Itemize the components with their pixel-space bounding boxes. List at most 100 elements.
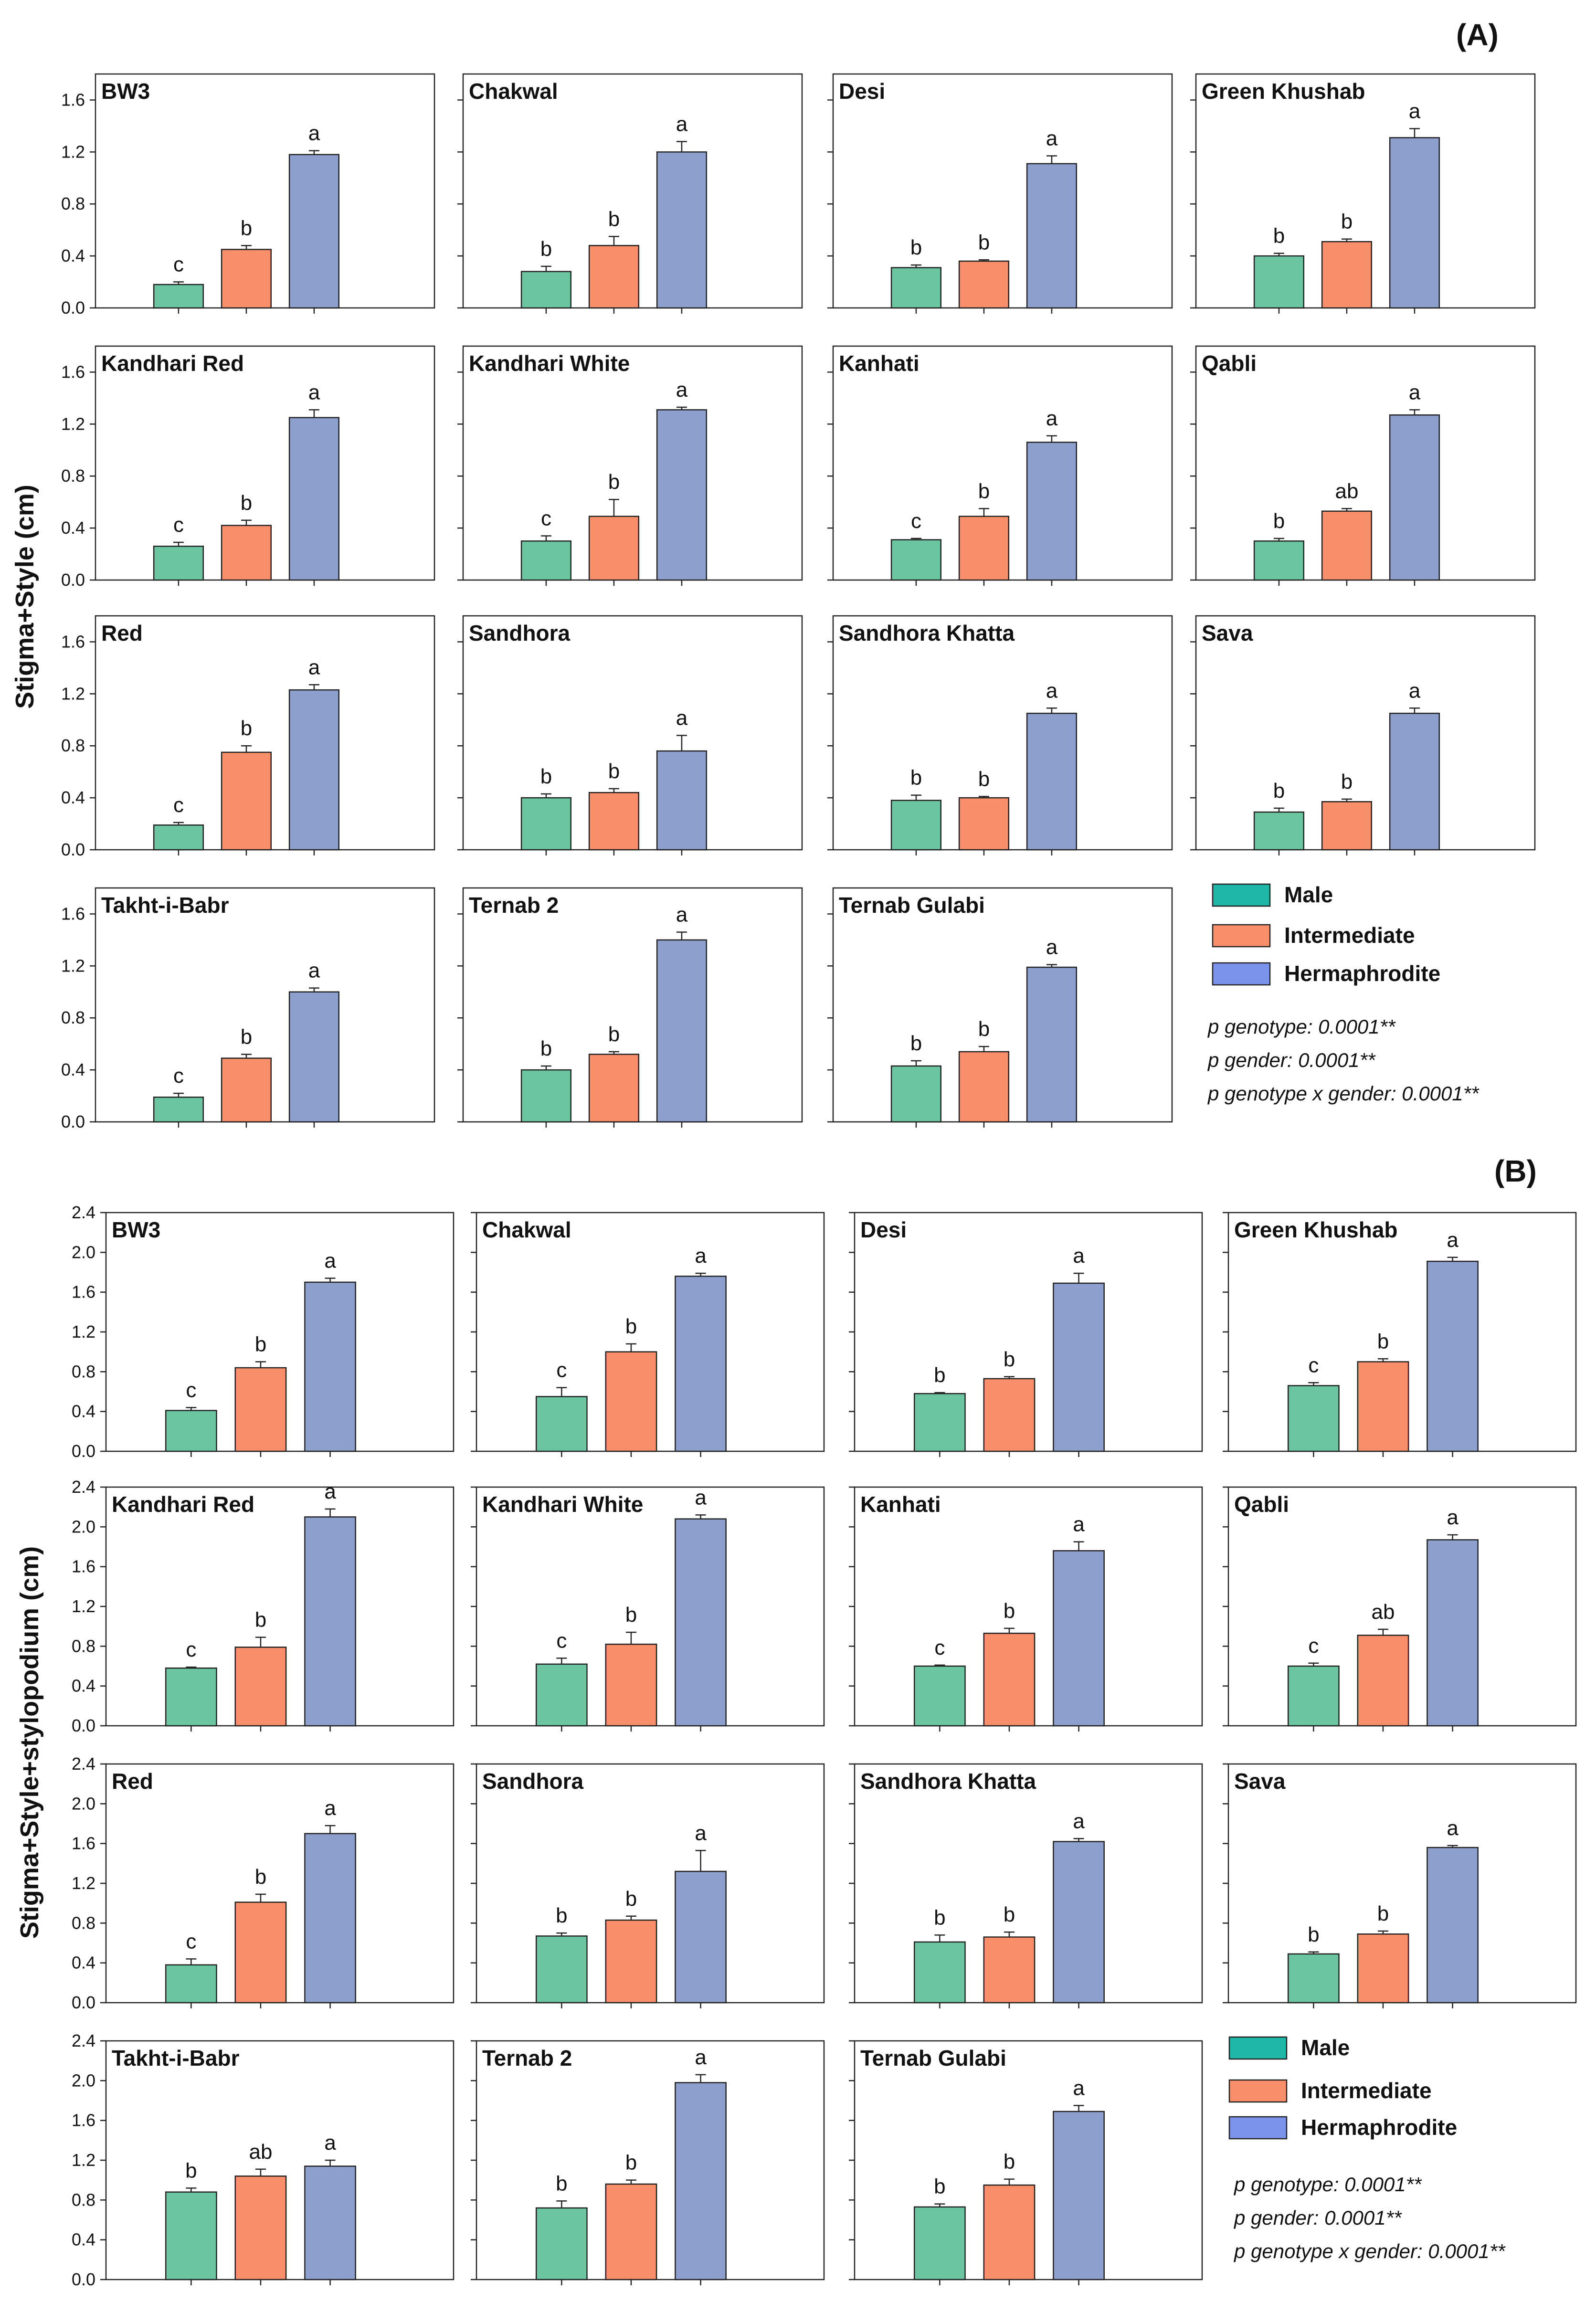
panel-sandhora-khatta: b b a Sandhora Khatta bbox=[827, 615, 1173, 855]
bar-male bbox=[913, 1393, 966, 1452]
bar-intermediate bbox=[958, 516, 1010, 581]
y-tick-label: 1.2 bbox=[72, 2150, 95, 2170]
bar-intermediate bbox=[1357, 1361, 1409, 1452]
y-tick-label: 1.2 bbox=[61, 414, 85, 433]
panel-frame bbox=[832, 887, 1173, 1123]
significance-letter: a bbox=[324, 1796, 336, 1820]
panel-title: Kandhari Red bbox=[101, 351, 244, 376]
y-tick-label: 0.8 bbox=[72, 1636, 95, 1656]
y-tick-label: 1.6 bbox=[72, 1557, 95, 1576]
bar-intermediate bbox=[983, 1378, 1036, 1452]
panel-kanhati: c b a Kanhati bbox=[827, 345, 1173, 586]
significance-letter: ab bbox=[1335, 479, 1358, 503]
bar-intermediate bbox=[1321, 241, 1373, 309]
significance-letter: b bbox=[1377, 1902, 1389, 1925]
significance-letter: b bbox=[185, 2159, 197, 2182]
bar-male bbox=[153, 284, 204, 309]
bar-intermediate bbox=[221, 525, 272, 581]
bar-male bbox=[153, 545, 204, 581]
significance-letter: b bbox=[625, 1603, 637, 1626]
y-tick-label: 0.0 bbox=[61, 298, 85, 317]
bar-hermaphrodite bbox=[1389, 712, 1440, 851]
significance-letter: b bbox=[241, 216, 252, 240]
significance-letter: b bbox=[1273, 779, 1285, 803]
bar-male bbox=[890, 267, 942, 309]
panel-kandhari-white: c b a Kandhari White bbox=[471, 1486, 825, 1732]
significance-letter: b bbox=[241, 491, 252, 515]
panel-qabli: b ab a Qabli bbox=[1190, 345, 1536, 586]
panel-sandhora-khatta: b b a Sandhora Khatta bbox=[849, 1763, 1203, 2008]
y-tick-label: 0.8 bbox=[61, 194, 85, 213]
significance-letter: a bbox=[1409, 99, 1421, 123]
y-tick-label: 0.8 bbox=[61, 466, 85, 486]
bar-hermaphrodite bbox=[1427, 1260, 1479, 1452]
panel-title: Red bbox=[112, 1769, 153, 1794]
bar-male bbox=[535, 1935, 588, 2004]
y-tick-label: 0.8 bbox=[72, 1362, 95, 1381]
panel-title: Qabli bbox=[1202, 351, 1257, 376]
significance-letter: b bbox=[625, 1315, 637, 1338]
significance-letter: ab bbox=[1371, 1600, 1395, 1624]
significance-letter: b bbox=[1308, 1923, 1319, 1946]
significance-letter: b bbox=[934, 1906, 945, 1929]
panel-kandhari-red: 0.0 0.4 0.8 1.2 1.6 2.0 2.4 c b a Kandhari Red bbox=[72, 1477, 454, 1735]
bar-hermaphrodite bbox=[1389, 414, 1440, 581]
bar-male bbox=[1287, 1953, 1340, 2004]
panel-ternab-gulabi: b b a Ternab Gulabi bbox=[849, 2040, 1203, 2285]
significance-letter: a bbox=[695, 2046, 707, 2069]
panel-title: Chakwal bbox=[482, 1217, 571, 1242]
y-tick-label: 2.4 bbox=[72, 1477, 95, 1497]
bar-hermaphrodite bbox=[1053, 1841, 1105, 2004]
significance-letter: c bbox=[173, 513, 184, 537]
panel-sandhora: b b a Sandhora bbox=[471, 1763, 825, 2008]
significance-letter: c bbox=[541, 507, 551, 530]
panel-title: Qabli bbox=[1234, 1492, 1289, 1517]
panel-title: Ternab Gulabi bbox=[860, 2046, 1006, 2070]
significance-letter: b bbox=[540, 765, 552, 788]
bar-hermaphrodite bbox=[1427, 1847, 1479, 2004]
bar-male bbox=[1253, 811, 1305, 851]
significance-letter: c bbox=[173, 1064, 184, 1088]
panel-title: Desi bbox=[839, 79, 885, 104]
panel-red: 0.0 0.4 0.8 1.2 1.6 c b a Red bbox=[61, 615, 435, 859]
panel-kandhari-red: 0.0 0.4 0.8 1.2 1.6 c b a Kandhari Red bbox=[61, 345, 435, 590]
significance-letter: b bbox=[978, 767, 990, 791]
legend: Male Intermediate Hermaphrodite p genotype:… bbox=[1207, 882, 1480, 1105]
significance-letter: b bbox=[255, 1333, 266, 1356]
bar-intermediate bbox=[588, 245, 640, 309]
bar-hermaphrodite bbox=[1053, 1282, 1105, 1452]
bar-hermaphrodite bbox=[675, 1518, 727, 1727]
significance-letter: a bbox=[1447, 1228, 1459, 1252]
panel-title: Ternab 2 bbox=[482, 2046, 572, 2070]
bar-intermediate bbox=[958, 797, 1010, 851]
significance-letter: c bbox=[934, 1636, 945, 1659]
significance-letter: a bbox=[676, 113, 688, 136]
legend-label-hermaphrodite: Hermaphrodite bbox=[1284, 961, 1440, 986]
bar-hermaphrodite bbox=[304, 1281, 356, 1452]
bar-intermediate bbox=[983, 1936, 1036, 2004]
panel-title: Green Khushab bbox=[1234, 1217, 1398, 1242]
bar-intermediate bbox=[221, 1057, 272, 1123]
y-tick-label: 0.8 bbox=[61, 1008, 85, 1027]
legend-label-intermediate: Intermediate bbox=[1284, 923, 1415, 948]
y-tick-label: 1.6 bbox=[61, 632, 85, 651]
significance-letter: b bbox=[1377, 1330, 1389, 1353]
significance-letter: b bbox=[910, 766, 922, 790]
bar-male bbox=[1287, 1385, 1340, 1452]
bar-hermaphrodite bbox=[1389, 137, 1440, 309]
significance-letter: a bbox=[1073, 2076, 1085, 2100]
legend-label-male: Male bbox=[1301, 2035, 1350, 2060]
section-a-label: (A) bbox=[1456, 18, 1499, 52]
significance-letter: a bbox=[1073, 1513, 1085, 1536]
y-tick-label: 0.0 bbox=[61, 570, 85, 590]
significance-letter: c bbox=[911, 509, 921, 533]
y-tick-label: 0.0 bbox=[72, 1441, 95, 1461]
y-tick-label: 0.4 bbox=[61, 788, 85, 807]
significance-letter: b bbox=[1273, 224, 1285, 248]
significance-letter: a bbox=[1447, 1506, 1459, 1529]
bar-male bbox=[890, 1065, 942, 1123]
significance-letter: b bbox=[1004, 2150, 1015, 2174]
bar-hermaphrodite bbox=[656, 409, 708, 581]
panel-ternab-2: b b a Ternab 2 bbox=[471, 2040, 825, 2285]
